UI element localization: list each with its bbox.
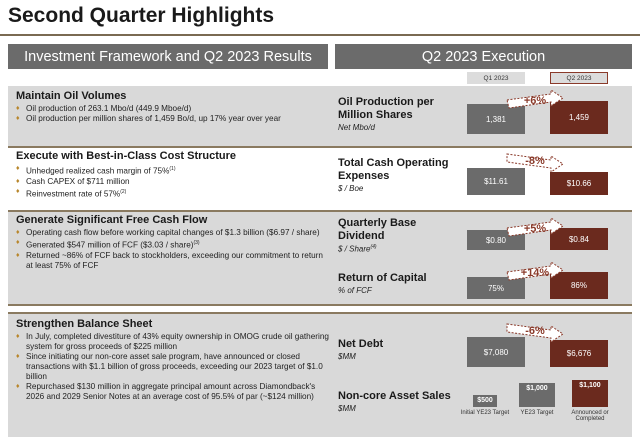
change-arrow-operating-expenses: -8% xyxy=(505,150,565,172)
down-arrow-icon xyxy=(506,323,564,342)
change-value: +14% xyxy=(520,267,550,279)
page-title: Second Quarter Highlights xyxy=(8,4,275,27)
metric-return-of-capital: Return of Capital % of FCF xyxy=(338,272,456,295)
metric-name: Non-core Asset Sales xyxy=(338,390,451,402)
bullet: Repurchased $130 million in aggregate pr… xyxy=(16,382,332,402)
metric-name: Oil Production per Million Shares xyxy=(338,96,434,121)
metric-base-dividend: Quarterly Base Dividend $ / Share(4) xyxy=(338,217,456,254)
bar-q2-net-debt: $6,676 xyxy=(550,340,608,367)
down-arrow-icon xyxy=(506,153,564,172)
asset-sales-label: Announced or Completed xyxy=(571,410,609,422)
bullet: Generated $547 million of FCF ($3.03 / s… xyxy=(16,238,332,251)
separator xyxy=(8,304,632,306)
bullet: Reinvestment rate of 57%(2) xyxy=(16,187,332,200)
bar-asset-sales-target: $1,000 xyxy=(519,383,555,407)
bullet: Since initiating our non-core asset sale… xyxy=(16,352,332,382)
bar-q1-return-of-capital: 75% xyxy=(467,277,525,299)
section-title: Execute with Best-in-Class Cost Structur… xyxy=(16,150,237,162)
change-value: +6% xyxy=(523,95,547,107)
bullet: Returned ~86% of FCF back to stockholder… xyxy=(16,251,332,271)
separator xyxy=(8,210,632,212)
change-value: -6% xyxy=(525,325,545,337)
separator xyxy=(8,312,632,314)
bar-q2-return-of-capital: 86% xyxy=(550,272,608,299)
column-label-q2: Q2 2023 xyxy=(550,72,608,84)
section-title: Generate Significant Free Cash Flow xyxy=(16,214,208,226)
asset-sales-label: YE23 Target xyxy=(520,410,554,416)
up-arrow-icon xyxy=(506,90,564,109)
metric-operating-expenses: Total Cash Operating Expenses $ / Boe xyxy=(338,157,456,193)
section-maintain-oil-volumes: Maintain Oil Volumes Oil production of 2… xyxy=(16,90,332,124)
left-header: Investment Framework and Q2 2023 Results xyxy=(8,44,328,69)
metric-unit: % of FCF xyxy=(338,286,372,295)
bullet: Unhedged realized cash margin of 75%(1) xyxy=(16,164,332,177)
section-title: Maintain Oil Volumes xyxy=(16,90,127,102)
change-value: +5% xyxy=(523,223,547,235)
metric-name: Quarterly Base Dividend xyxy=(338,217,417,242)
bar-q1-net-debt: $7,080 xyxy=(467,337,525,367)
bullet: Oil production per million shares of 1,4… xyxy=(16,114,332,124)
bullet: Cash CAPEX of $711 million xyxy=(16,177,332,187)
metric-unit: $MM xyxy=(338,404,356,413)
section-title: Strengthen Balance Sheet xyxy=(16,318,153,330)
change-arrow-dividend: +5% xyxy=(505,218,565,240)
up-arrow-icon xyxy=(506,218,564,237)
right-header: Q2 2023 Execution xyxy=(335,44,632,69)
metric-oil-production: Oil Production per Million Shares Net Mb… xyxy=(338,96,456,132)
up-arrow-icon xyxy=(506,262,564,281)
title-rule xyxy=(0,34,640,36)
section-free-cash-flow: Generate Significant Free Cash Flow Oper… xyxy=(16,214,332,271)
bar-q1-oil-production: 1,381 xyxy=(467,104,525,134)
column-label-q1: Q1 2023 xyxy=(467,72,525,84)
metric-net-debt: Net Debt $MM xyxy=(338,338,456,361)
bullet: In July, completed divestiture of 43% eq… xyxy=(16,332,332,352)
metric-name: Total Cash Operating Expenses xyxy=(338,157,449,182)
metric-unit: $ / Share(4) xyxy=(338,244,377,254)
section-cost-structure: Execute with Best-in-Class Cost Structur… xyxy=(16,150,332,199)
bar-q2-oil-production: 1,459 xyxy=(550,101,608,134)
change-value: -8% xyxy=(525,155,545,167)
metric-unit: $MM xyxy=(338,352,356,361)
change-arrow-oil-production: +6% xyxy=(505,90,565,112)
section-balance-sheet: Strengthen Balance Sheet In July, comple… xyxy=(16,318,332,402)
separator xyxy=(8,146,632,148)
asset-sales-label: Initial YE23 Target xyxy=(460,410,510,416)
bar-q2-dividend: $0.84 xyxy=(550,228,608,250)
bar-asset-sales-completed: $1,100 xyxy=(572,380,608,407)
metric-name: Net Debt xyxy=(338,338,384,350)
metric-name: Return of Capital xyxy=(338,272,427,284)
change-arrow-net-debt: -6% xyxy=(505,320,565,342)
bar-q2-operating-expenses: $10.66 xyxy=(550,172,608,195)
bar-asset-sales-initial: $500 xyxy=(473,395,497,407)
bullet: Oil production of 263.1 Mbo/d (449.9 Mbo… xyxy=(16,104,332,114)
metric-unit: Net Mbo/d xyxy=(338,123,375,132)
bar-q1-operating-expenses: $11.61 xyxy=(467,168,525,195)
metric-asset-sales: Non-core Asset Sales $MM xyxy=(338,390,456,413)
change-arrow-return-of-capital: +14% xyxy=(505,262,565,284)
metric-unit: $ / Boe xyxy=(338,184,364,193)
bullet: Operating cash flow before working capit… xyxy=(16,228,332,238)
